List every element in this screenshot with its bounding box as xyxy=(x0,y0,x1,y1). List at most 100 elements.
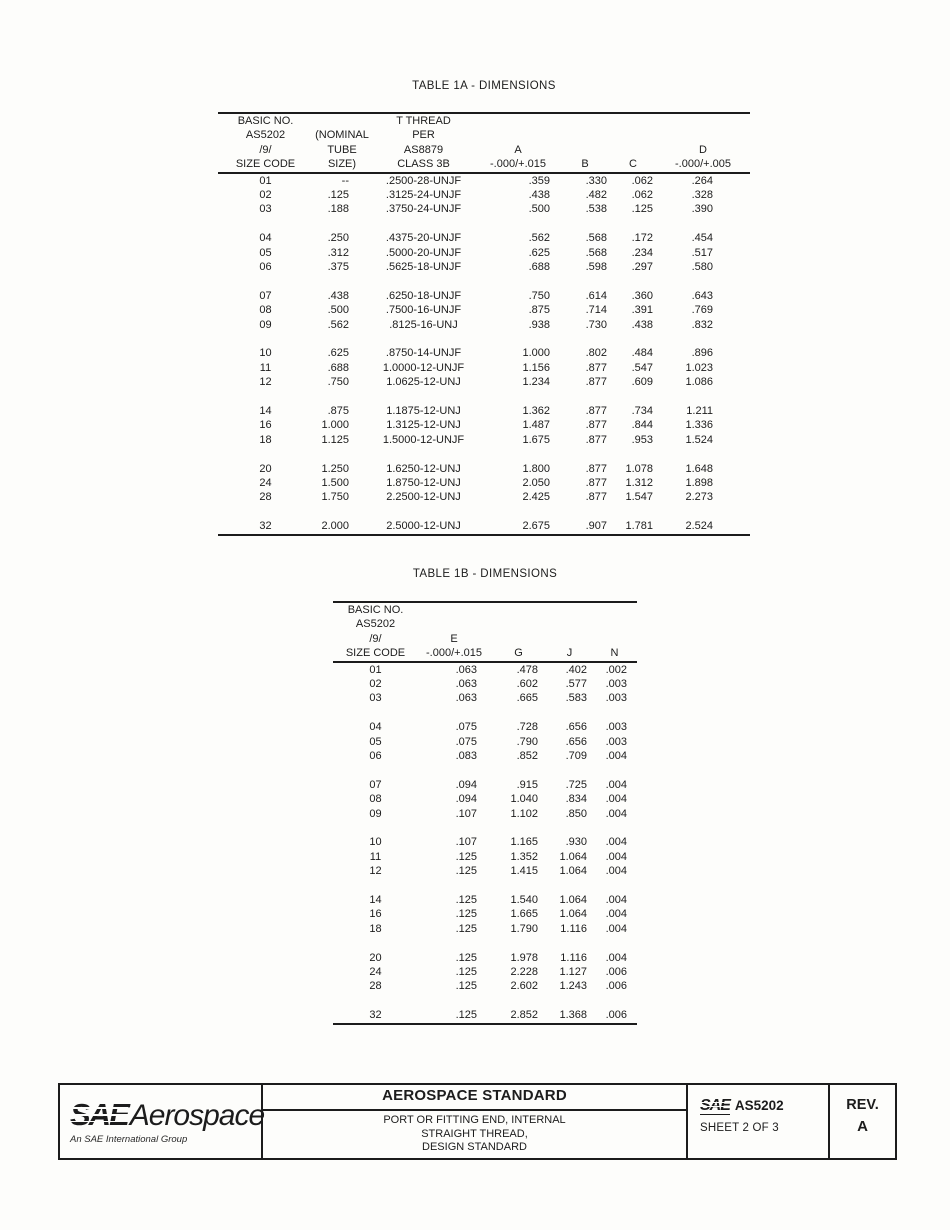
table-cell: .330 xyxy=(585,174,607,187)
table-cell: 03 xyxy=(369,692,382,705)
table-cell: 2.050 xyxy=(522,477,550,490)
table-cell: 06 xyxy=(259,260,272,273)
sae-tagline: An SAE International Group xyxy=(70,1133,188,1145)
table-row: 05 .312 .5000-20-UNJF .625 .568 .234 .517 xyxy=(218,246,750,260)
table-cell: .500 xyxy=(327,304,349,317)
subtitle-line: DESIGN STANDARD xyxy=(422,1141,527,1154)
table-cell: 1.165 xyxy=(510,836,538,849)
table-cell: .832 xyxy=(691,318,713,331)
group-spacer xyxy=(218,505,750,519)
table-cell: 09 xyxy=(259,318,272,331)
column-header: J xyxy=(566,647,573,660)
table-cell: .688 xyxy=(327,361,349,374)
table-cell: 1.352 xyxy=(510,850,538,863)
table-cell: .006 xyxy=(605,980,627,993)
table-cell: .728 xyxy=(516,721,538,734)
table-cell: .075 xyxy=(455,735,477,748)
table-cell: 16 xyxy=(259,419,272,432)
table-row: 16 1.000 1.3125-12-UNJ 1.487 .877 .844 1.336 xyxy=(218,418,750,432)
table-cell: .2500-28-UNJF xyxy=(385,174,462,187)
table-cell: .725 xyxy=(565,778,587,791)
table-cell: .938 xyxy=(528,318,550,331)
table-row: 32 2.000 2.5000-12-UNJ 2.675 .907 1.781 2.524 xyxy=(218,519,750,534)
table-cell: .094 xyxy=(455,778,477,791)
group-spacer xyxy=(333,879,637,893)
table-cell: 11 xyxy=(369,850,382,863)
table-cell: 14 xyxy=(259,405,272,417)
table-cell: .568 xyxy=(585,246,607,259)
table-cell: 16 xyxy=(369,908,382,921)
table-cell: 24 xyxy=(259,477,272,490)
standard-title-cell: AEROSPACE STANDARD PORT OR FITTING END, … xyxy=(263,1085,688,1158)
table-cell: .517 xyxy=(691,246,713,259)
table-cell: 07 xyxy=(369,778,382,791)
table-row: 10 .625 .8750-14-UNJF 1.000 .802 .484 .896 xyxy=(218,346,750,360)
table-cell: .094 xyxy=(455,793,477,806)
table-row: 11 .688 1.0000-12-UNJF 1.156 .877 .547 1.023 xyxy=(218,361,750,375)
table-cell: .562 xyxy=(528,232,550,245)
table-cell: .598 xyxy=(585,260,607,273)
table-cell: 2.425 xyxy=(522,491,550,504)
table-cell: .004 xyxy=(605,908,627,921)
group-spacer xyxy=(333,994,637,1008)
table-cell: .125 xyxy=(327,188,349,201)
table-cell: .360 xyxy=(631,289,653,302)
table-cell: .3125-24-UNJF xyxy=(385,188,462,201)
group-spacer xyxy=(218,447,750,461)
table-cell: 1.781 xyxy=(625,520,653,533)
table-cell: .390 xyxy=(691,203,713,216)
table-cell: .877 xyxy=(585,361,607,374)
subtitle-line: STRAIGHT THREAD, xyxy=(421,1127,528,1140)
table-cell: 1.064 xyxy=(559,850,587,863)
table-cell: 1.5000-12-UNJF xyxy=(382,433,465,446)
table-cell: .562 xyxy=(327,318,349,331)
table-row: 04 .250 .4375-20-UNJF .562 .568 .172 .454 xyxy=(218,231,750,245)
table-cell: .125 xyxy=(631,203,653,216)
table-cell: 04 xyxy=(369,721,382,734)
table-cell: 05 xyxy=(259,246,272,259)
table-cell: .125 xyxy=(455,894,477,906)
table-row: 07 .094 .915 .725 .004 xyxy=(333,778,637,792)
table-cell: 1.0000-12-UNJF xyxy=(382,361,465,374)
table-cell: .568 xyxy=(585,232,607,245)
table-cell: 1.078 xyxy=(625,462,653,475)
column-header: B xyxy=(581,158,589,171)
table-cell: 1.500 xyxy=(321,477,349,490)
table-cell: .391 xyxy=(631,304,653,317)
table-cell: 1.540 xyxy=(510,894,538,906)
table-row: 01 -- .2500-28-UNJF .359 .330 .062 .264 xyxy=(218,173,750,188)
table-row: 14 .875 1.1875-12-UNJ 1.362 .877 .734 1.211 xyxy=(218,404,750,418)
table-cell: .375 xyxy=(327,260,349,273)
table-cell: .3750-24-UNJF xyxy=(385,203,462,216)
table-1b-title: TABLE 1B - DIMENSIONS xyxy=(412,568,558,580)
header-row: BASIC NO. AS5202/9/SIZE CODE (NOMINAL TUBE S… xyxy=(218,113,750,173)
table-cell: 1.3125-12-UNJ xyxy=(386,419,461,432)
table-row: 06 .083 .852 .709 .004 xyxy=(333,749,637,763)
table-cell: 10 xyxy=(259,347,272,360)
sae-aerospace-wordmark: SAE Aerospace xyxy=(67,1098,265,1131)
table-cell: .730 xyxy=(585,318,607,331)
table-cell: .577 xyxy=(565,677,587,690)
table-cell: .5625-18-UNJF xyxy=(385,260,462,273)
table-row: 11 .125 1.352 1.064 .004 xyxy=(333,850,637,864)
column-header: BASIC NO. AS5202/9/SIZE CODE xyxy=(235,115,296,171)
table-cell: 2.852 xyxy=(510,1009,538,1022)
table-cell: .004 xyxy=(605,922,627,935)
title-block: SAE Aerospace An SAE International Group… xyxy=(58,1083,897,1160)
table-cell: 1.1875-12-UNJ xyxy=(386,405,461,417)
document-number: SAE AS5202 xyxy=(698,1098,828,1115)
table-cell: 14 xyxy=(369,894,382,906)
table-1a-title: TABLE 1A - DIMENSIONS xyxy=(412,80,556,92)
table-row: 24 .125 2.228 1.127 .006 xyxy=(333,965,637,979)
table-cell: 01 xyxy=(369,663,382,676)
table-cell: 1.675 xyxy=(522,433,550,446)
table-cell: .7500-16-UNJF xyxy=(385,304,462,317)
revision-cell: REV. A xyxy=(830,1085,895,1158)
table-cell: .107 xyxy=(455,807,477,820)
table-cell: .802 xyxy=(585,347,607,360)
revision-label: REV. xyxy=(846,1097,879,1113)
table-cell: .438 xyxy=(528,188,550,201)
table-cell: 1.040 xyxy=(510,793,538,806)
table-cell: .004 xyxy=(605,836,627,849)
table-cell: 02 xyxy=(369,677,382,690)
